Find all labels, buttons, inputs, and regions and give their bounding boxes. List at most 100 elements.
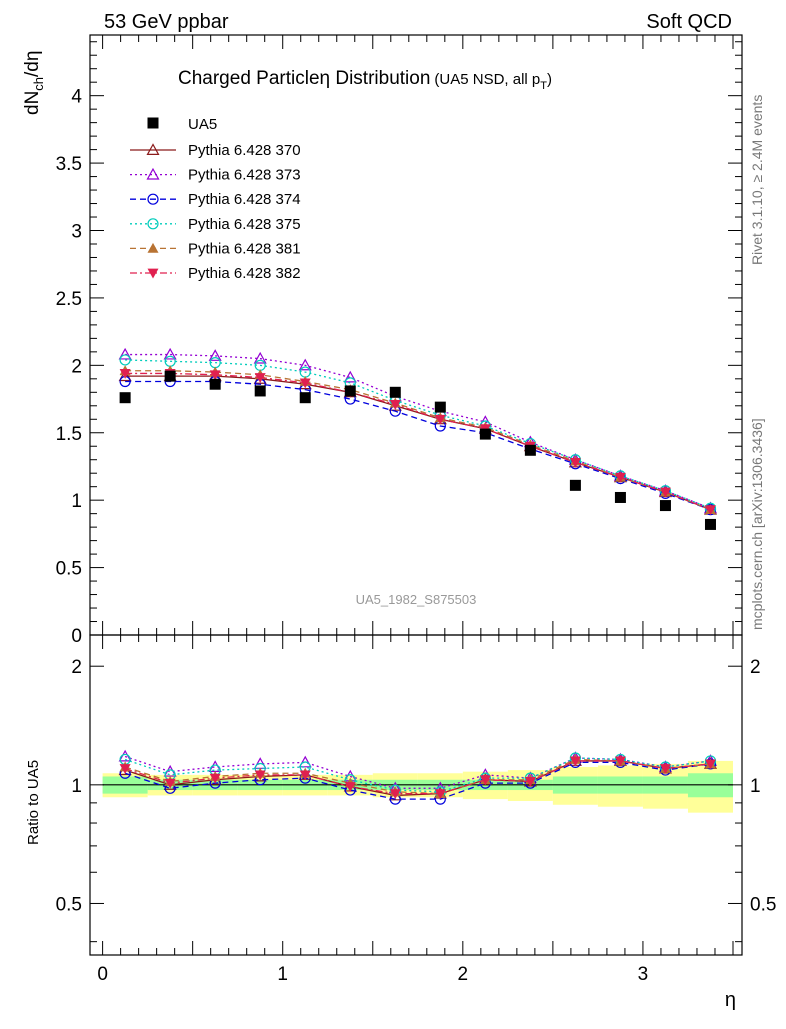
series-point	[119, 354, 131, 366]
ratio-point	[524, 777, 536, 787]
watermark-label: UA5_1982_S875503	[356, 592, 477, 607]
ratio-point	[569, 756, 581, 767]
ratio-plot: 0.5 0.5 1 1 2 2 0 1 2 3 Ratio to UA5 η	[25, 634, 776, 1011]
series-point	[253, 351, 267, 364]
ratio-point	[389, 789, 401, 800]
ratio-point	[119, 764, 131, 775]
y-tick-label: 0	[71, 626, 82, 647]
series-line	[125, 370, 711, 511]
ratio-line	[124, 757, 711, 793]
y-tick-label: 3	[71, 222, 82, 243]
data-point	[524, 444, 536, 456]
chart-title: Charged Particleη Distribution (UA5 NSD, …	[178, 68, 552, 92]
chart-title-sub: (UA5 NSD, all p	[434, 71, 540, 88]
data-point	[704, 518, 716, 530]
series-point	[298, 358, 312, 371]
series-point	[209, 370, 221, 381]
series-point	[389, 400, 401, 410]
ratio-point	[434, 789, 446, 800]
series-point	[163, 347, 177, 360]
legend: UA5 Pythia 6.428 370 Pythia 6.428 373 Pythi…	[130, 116, 301, 282]
y-tick-label: 4	[71, 87, 82, 108]
legend-marker	[147, 218, 159, 230]
data-point	[614, 491, 626, 503]
ylabel-main: dN	[22, 91, 43, 115]
ratio-point	[704, 759, 716, 770]
ratio-point	[209, 773, 221, 784]
main-plot: Charged Particleη Distribution (UA5 NSD, …	[22, 34, 743, 647]
mcplots-label: mcplots.cern.ch [arXiv:1306.3436]	[749, 418, 765, 630]
y-tick-label: 3.5	[56, 154, 82, 175]
ratio-y-tick-label: 1	[71, 776, 82, 797]
x-tick-label: 2	[458, 964, 469, 985]
series-point	[208, 349, 222, 361]
header-right: Soft QCD	[646, 11, 732, 33]
legend-marker	[147, 117, 159, 129]
ratio-line	[124, 758, 711, 795]
main-ylabel: dNch/dη	[22, 51, 46, 115]
legend-label: Pythia 6.428 370	[188, 142, 301, 159]
ratio-point	[298, 755, 312, 768]
series-point	[434, 414, 446, 425]
legend-label: UA5	[188, 116, 217, 133]
rivet-label: Rivet 3.1.10, ≥ 2.4M events	[749, 95, 765, 265]
legend-label: Pythia 6.428 373	[188, 167, 301, 184]
series-1	[118, 369, 718, 515]
data-point	[434, 401, 446, 413]
series-point	[569, 458, 581, 468]
legend-label: Pythia 6.428 374	[188, 191, 301, 208]
data-point	[254, 385, 266, 397]
chart-title-sub-t: T	[540, 80, 547, 92]
ratio-point	[614, 756, 626, 767]
series-6	[119, 369, 716, 516]
data-point	[299, 392, 311, 404]
legend-label: Pythia 6.428 381	[188, 240, 301, 257]
x-tick-label: 3	[638, 964, 649, 985]
ratio-series-6	[119, 756, 716, 800]
ratio-y-tick-label: 0.5	[56, 894, 82, 915]
series-line	[125, 372, 711, 511]
series-point	[119, 369, 131, 379]
ratio-point	[344, 782, 356, 793]
series-2	[118, 347, 718, 514]
legend-marker	[147, 268, 159, 279]
ratio-ylabel: Ratio to UA5	[25, 760, 42, 845]
ratio-y-tick-label: 2	[71, 657, 82, 678]
ratio-y-tick-label-right: 0.5	[750, 894, 776, 915]
data-point	[479, 428, 491, 440]
legend-marker	[146, 167, 160, 180]
data-point	[119, 392, 131, 404]
series-3	[119, 375, 717, 516]
data-point	[164, 370, 176, 382]
series-line	[125, 380, 711, 511]
y-tick-label: 1	[71, 491, 82, 512]
data-point	[344, 385, 356, 397]
y-tick-label: 2	[71, 356, 82, 377]
data-series	[119, 370, 716, 530]
legend-label: Pythia 6.428 375	[188, 216, 301, 233]
ratio-line	[124, 760, 711, 795]
series-point	[254, 373, 266, 383]
series-point	[343, 370, 357, 383]
x-tick-label: 1	[277, 964, 288, 985]
series-line	[125, 359, 711, 509]
ratio-point	[299, 770, 311, 781]
series-point	[118, 369, 132, 382]
ylabel-sub: ch	[31, 77, 46, 91]
series-5	[119, 365, 716, 515]
y-tick-label: 2.5	[56, 289, 82, 310]
ratio-point	[479, 775, 491, 786]
x-tick-label: 0	[97, 964, 108, 985]
header-left: 53 GeV ppbar	[104, 11, 229, 33]
data-point	[659, 500, 671, 512]
series-point	[614, 472, 626, 483]
chart-title-main: Charged Particleη Distribution	[178, 68, 430, 89]
chart-title-sub-close: )	[547, 71, 552, 88]
series-line	[125, 375, 711, 511]
series-point	[704, 505, 716, 516]
ratio-y-tick-label-right: 2	[750, 657, 761, 678]
legend-marker	[147, 242, 159, 253]
legend-label: Pythia 6.428 382	[188, 265, 301, 282]
